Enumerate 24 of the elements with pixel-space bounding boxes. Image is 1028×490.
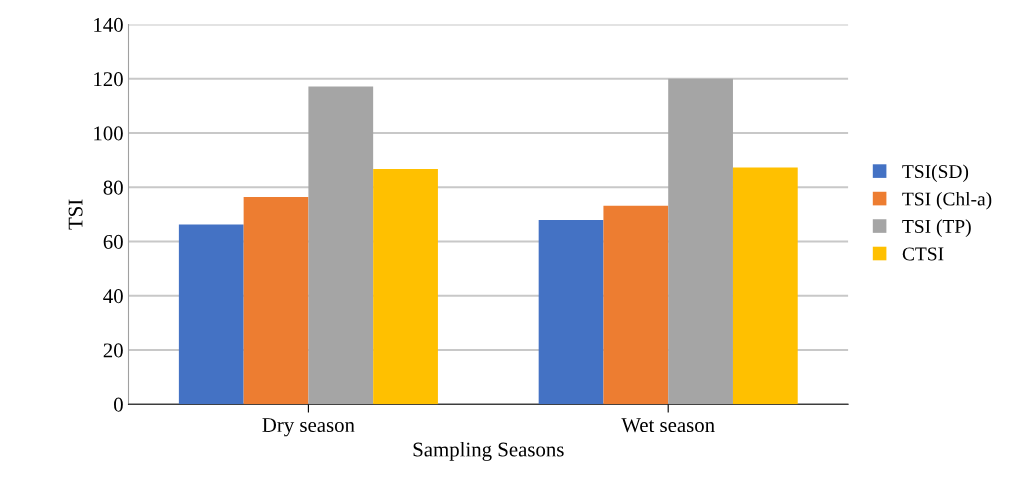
y-tick-label: 60 — [103, 234, 123, 249]
bar — [373, 169, 438, 405]
bar — [668, 78, 733, 405]
legend-label: TSI(SD) — [902, 164, 969, 183]
bar — [308, 86, 374, 405]
bar — [178, 224, 244, 405]
y-tick-label: 140 — [94, 17, 123, 32]
bar — [732, 167, 798, 405]
bar — [538, 220, 604, 405]
legend-label: TSI (Chl-a) — [902, 191, 992, 210]
bar — [243, 197, 309, 405]
legend-label: CTSI — [902, 247, 944, 261]
y-tick-label: 0 — [114, 397, 123, 412]
legend-label: TSI (TP) — [902, 219, 971, 237]
y-tick-label: 100 — [94, 126, 123, 141]
x-axis-title: Sampling Seasons — [413, 441, 564, 461]
y-tick-label: 40 — [103, 289, 123, 304]
x-tick-label: Dry season — [262, 418, 355, 437]
x-tick-label: Wet season — [621, 418, 715, 433]
y-tick-label: 80 — [103, 180, 123, 195]
y-tick-label: 20 — [103, 343, 123, 358]
y-tick-label: 120 — [94, 72, 123, 87]
y-axis-title: TSI — [68, 199, 83, 230]
bar — [603, 205, 669, 405]
